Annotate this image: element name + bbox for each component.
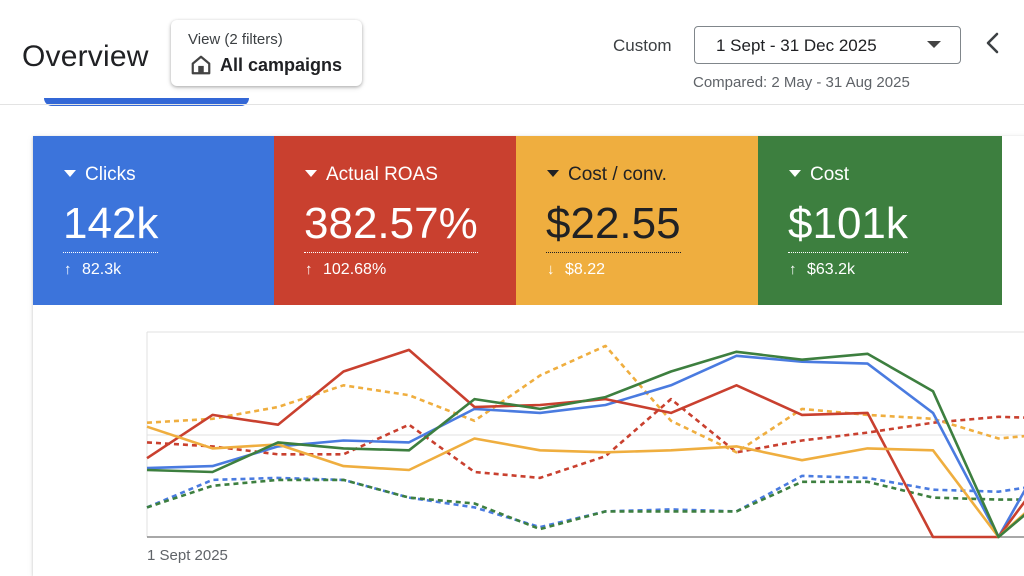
arrow-up-icon: ↑ — [305, 261, 313, 278]
date-range-type[interactable]: Custom — [613, 36, 672, 55]
metric-name: Clicks — [85, 164, 136, 185]
triangle-down-icon[interactable] — [305, 170, 317, 177]
metric-value: 382.57% — [304, 198, 478, 253]
metric-delta-value: 82.3k — [82, 261, 122, 278]
chevron-left-icon[interactable] — [982, 30, 1004, 56]
metric-name: Cost — [810, 164, 850, 185]
metric-delta-value: $8.22 — [565, 261, 606, 278]
date-range-select[interactable]: 1 Sept - 31 Dec 2025 — [694, 26, 961, 64]
page-title: Overview — [22, 40, 149, 73]
home-icon — [191, 55, 211, 75]
triangle-down-icon[interactable] — [789, 170, 801, 177]
top-bar: Overview View (2 filters) All campaigns … — [0, 0, 1024, 105]
arrow-down-icon: ↓ — [547, 261, 555, 278]
metric-delta: ↓ $8.22 — [547, 261, 605, 279]
metric-name: Cost / conv. — [568, 164, 667, 185]
metric-value: $101k — [788, 198, 908, 253]
arrow-up-icon: ↑ — [64, 261, 72, 278]
metric-tile-cost[interactable]: Cost $101k ↑ $63.2k — [758, 136, 1002, 305]
metric-delta: ↑ 82.3k — [64, 261, 121, 279]
partial-button-edge — [44, 98, 249, 106]
metric-tile-actual-roas[interactable]: Actual ROAS 382.57% ↑ 102.68% — [274, 136, 516, 305]
metric-tile-cost-per-conv[interactable]: Cost / conv. $22.55 ↓ $8.22 — [516, 136, 758, 305]
metric-delta: ↑ 102.68% — [305, 261, 386, 279]
compared-range-text: Compared: 2 May - 31 Aug 2025 — [693, 74, 910, 91]
metric-delta-value: $63.2k — [807, 261, 856, 278]
date-range-value: 1 Sept - 31 Dec 2025 — [716, 36, 877, 55]
caret-down-icon — [927, 41, 941, 48]
view-filter-button[interactable]: View (2 filters) All campaigns — [171, 20, 362, 86]
metric-delta: ↑ $63.2k — [789, 261, 855, 279]
metric-delta-value: 102.68% — [323, 261, 387, 278]
triangle-down-icon[interactable] — [547, 170, 559, 177]
metric-name: Actual ROAS — [326, 164, 438, 185]
arrow-up-icon: ↑ — [789, 261, 797, 278]
metric-tile-clicks[interactable]: Clicks 142k ↑ 82.3k — [33, 136, 274, 305]
triangle-down-icon[interactable] — [64, 170, 76, 177]
view-filter-value: All campaigns — [220, 55, 343, 75]
header-divider — [0, 104, 1024, 105]
view-filter-label: View (2 filters) — [188, 31, 283, 48]
metric-value: $22.55 — [546, 198, 681, 253]
metric-value: 142k — [63, 198, 159, 253]
